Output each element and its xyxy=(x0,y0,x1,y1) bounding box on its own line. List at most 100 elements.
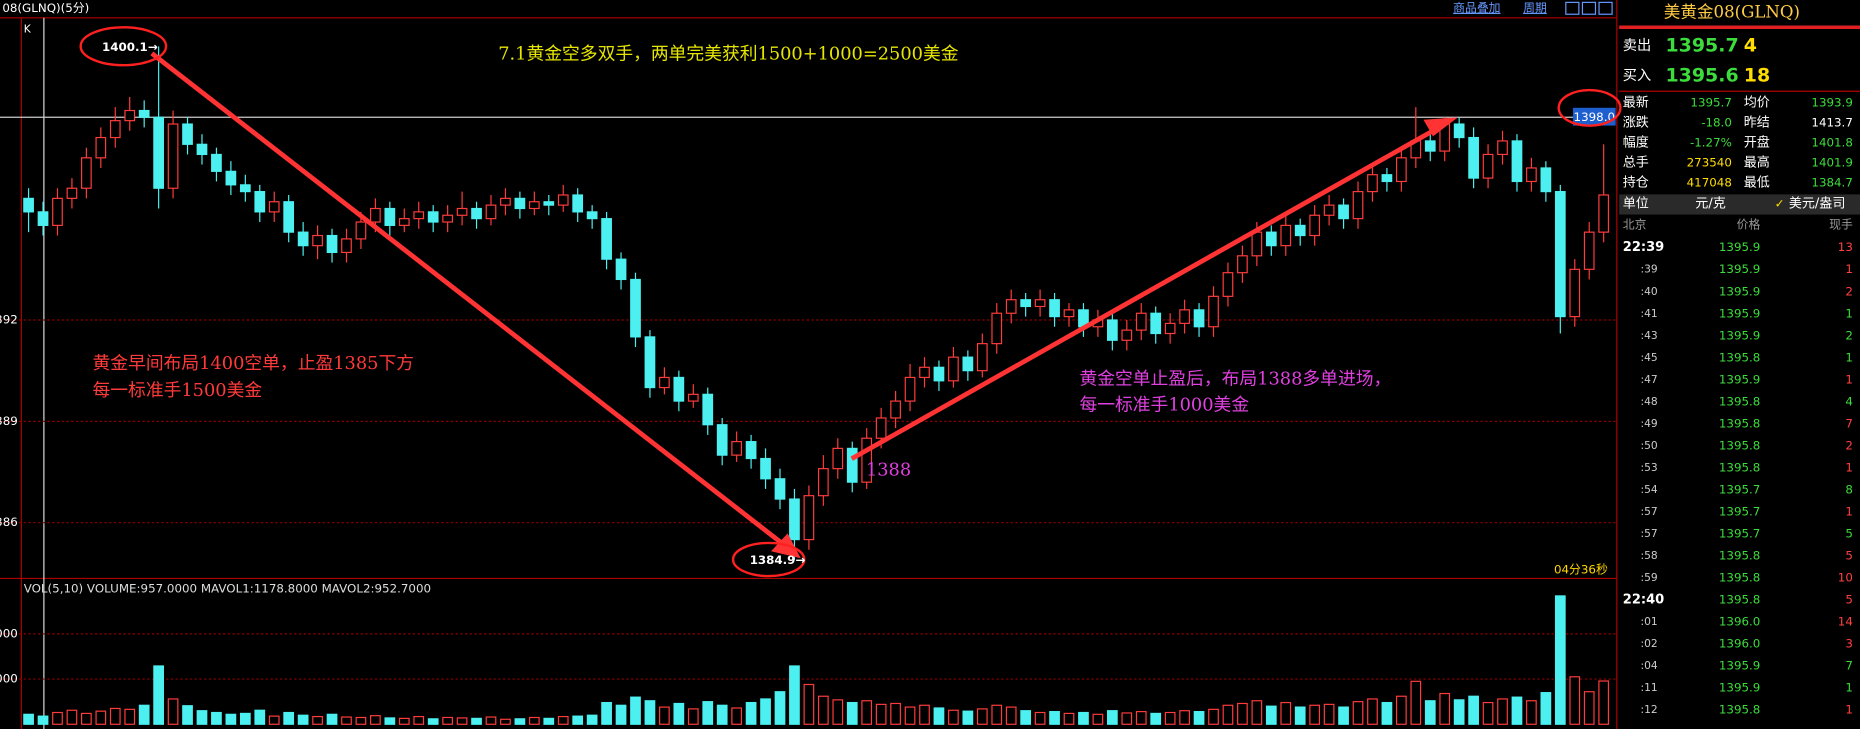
stat-label: 持仓 xyxy=(1623,175,1649,190)
trade-price: 1395.9 xyxy=(1719,372,1760,386)
candle-body xyxy=(95,136,107,159)
candle-body xyxy=(875,417,887,439)
candle-body xyxy=(355,221,367,240)
candle-body xyxy=(919,366,930,379)
trade-qty: 14 xyxy=(1838,614,1853,628)
candle-body xyxy=(1453,123,1465,139)
volume-bar xyxy=(355,716,367,725)
volume-bar xyxy=(37,715,49,725)
volume-bar xyxy=(1410,680,1422,725)
volume-bar xyxy=(1193,711,1205,725)
candle-body xyxy=(702,393,714,426)
volume-bar xyxy=(991,704,1003,725)
volume-bar xyxy=(601,701,612,725)
candle-body xyxy=(731,441,743,456)
candle-body xyxy=(225,170,237,186)
volume-bar xyxy=(1554,595,1566,725)
short-note: 每一标准手1500美金 xyxy=(93,380,263,401)
trade-qty: 2 xyxy=(1845,284,1853,298)
candle-body xyxy=(1005,299,1017,314)
volume-bar xyxy=(1526,700,1537,725)
volume-bar xyxy=(1164,711,1176,725)
button[interactable] xyxy=(1598,1,1613,15)
volume-bar xyxy=(1049,711,1060,725)
candle-body xyxy=(890,400,901,419)
window-buttons xyxy=(1565,1,1613,15)
low-circle xyxy=(731,541,806,578)
down-arrow xyxy=(150,51,790,550)
button[interactable] xyxy=(1581,1,1597,15)
trade-price: 1395.8 xyxy=(1719,570,1760,584)
stat-label: 昨结 xyxy=(1744,116,1770,131)
k-label: K xyxy=(24,23,32,36)
y-tick-label: 1389 xyxy=(0,414,18,428)
period-button[interactable]: 周期 xyxy=(1523,1,1547,15)
col-header: 现手 xyxy=(1829,218,1853,232)
stat-value: -1.27% xyxy=(1690,135,1732,149)
candle-body xyxy=(933,366,945,382)
headline: 7.1黄金空多双手，两单完美获利1500+1000=2500美金 xyxy=(498,44,959,65)
symbol-label: 08(GLNQ)(5分) xyxy=(2,1,89,15)
trade-qty: 7 xyxy=(1845,658,1853,672)
candle-body xyxy=(1338,204,1349,220)
candle-body xyxy=(514,197,526,210)
volume-bar xyxy=(442,716,453,725)
trade-price: 1395.9 xyxy=(1719,680,1760,694)
volume-bar xyxy=(370,715,381,725)
trade-qty: 1 xyxy=(1845,703,1853,717)
candle-body xyxy=(904,376,916,402)
trade-qty: 13 xyxy=(1838,240,1853,254)
candle-body xyxy=(254,191,266,213)
long-note: 黄金空单止盈后，布局1388多单进场， xyxy=(1079,368,1391,389)
volume-bar xyxy=(1352,701,1364,725)
candle-body xyxy=(398,218,410,226)
trade-price: 1395.7 xyxy=(1719,526,1760,540)
trade-price: 1395.8 xyxy=(1719,592,1760,606)
volume-bar xyxy=(297,714,309,725)
stat-value: 1393.9 xyxy=(1811,96,1852,110)
candle-body xyxy=(384,207,396,226)
trade-time: :49 xyxy=(1641,417,1658,430)
overlay-button[interactable]: 商品叠加 xyxy=(1453,1,1500,15)
candle-body xyxy=(557,194,569,206)
candle-body xyxy=(745,441,757,460)
volume-bar xyxy=(1135,711,1147,725)
candle-body xyxy=(1424,140,1436,152)
trade-time: :04 xyxy=(1641,659,1658,672)
trade-price: 1395.8 xyxy=(1719,460,1760,474)
volume-bar xyxy=(933,707,945,725)
volume-bar xyxy=(962,710,974,725)
up-arrow xyxy=(850,124,1442,461)
unit-option[interactable]: 美元/盎司 xyxy=(1789,196,1846,211)
candle-body xyxy=(760,457,771,480)
candle-body xyxy=(167,123,179,189)
volume-bar xyxy=(1511,696,1523,725)
volume-bar xyxy=(774,691,786,725)
volume-bar xyxy=(95,710,107,725)
volume-bar xyxy=(1222,704,1234,725)
unit-option[interactable]: 元/克 xyxy=(1695,196,1725,211)
button[interactable] xyxy=(1565,1,1580,15)
high-circle xyxy=(79,26,168,67)
trade-time: :12 xyxy=(1641,703,1658,716)
candle-body xyxy=(1063,309,1075,318)
stat-label: 幅度 xyxy=(1623,134,1649,150)
candle-body xyxy=(1034,299,1046,308)
trade-time: :01 xyxy=(1641,615,1658,628)
candle-body xyxy=(239,184,251,193)
candle-body xyxy=(66,187,78,199)
volume-bar xyxy=(586,714,598,725)
trade-time: :58 xyxy=(1641,549,1658,562)
candle-body xyxy=(528,201,540,210)
trade-qty: 3 xyxy=(1845,636,1853,650)
stat-value: 1413.7 xyxy=(1811,116,1852,130)
candle-body xyxy=(846,447,858,483)
cursor-price-label: 1398.0 xyxy=(1574,110,1615,124)
col-header: 北京 xyxy=(1623,218,1647,232)
trade-qty: 2 xyxy=(1845,328,1853,342)
volume-bar xyxy=(1468,695,1479,725)
volume-bar xyxy=(1482,701,1494,725)
candle-body xyxy=(789,498,800,541)
